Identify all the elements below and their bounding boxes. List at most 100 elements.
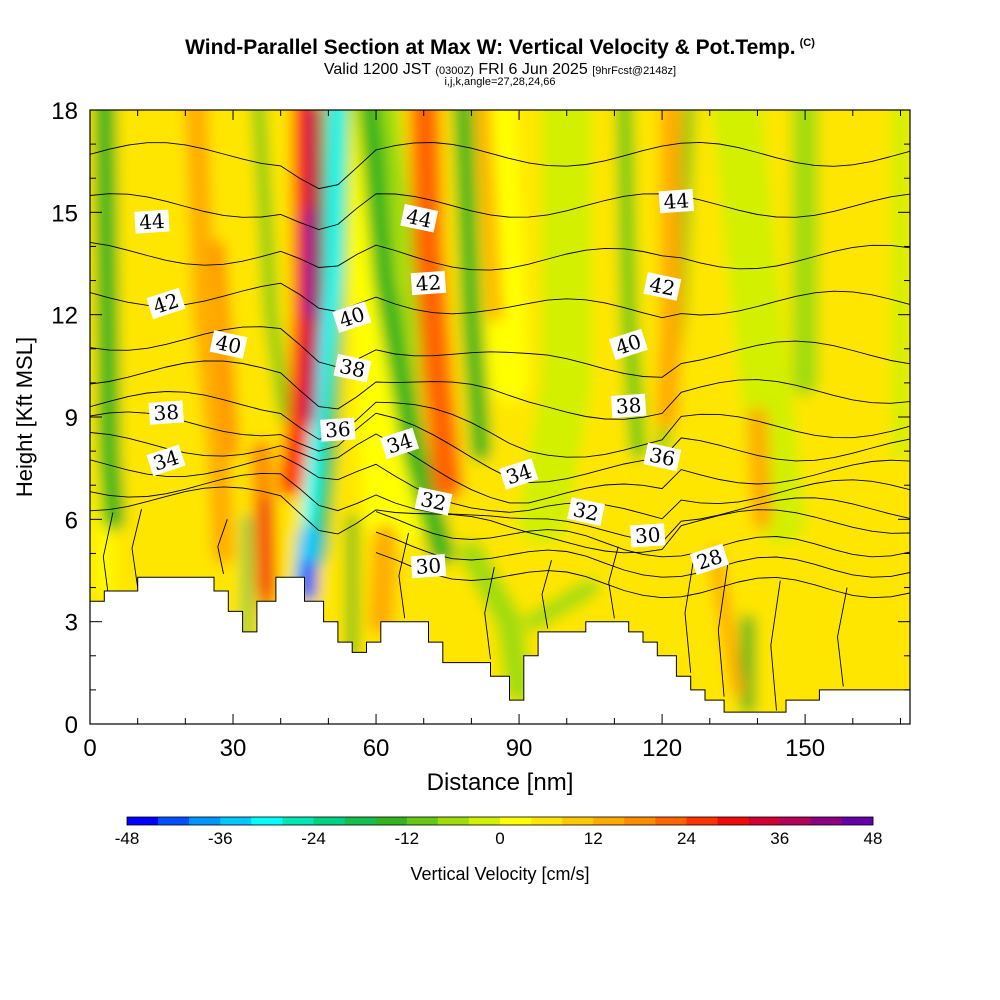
y-tick-label: 9 xyxy=(65,405,78,432)
colorbar-swatch xyxy=(406,817,439,825)
colorbar-swatch xyxy=(344,817,376,825)
svg-text:36: 36 xyxy=(324,417,351,443)
theta-contour-label: 42 xyxy=(643,272,682,301)
theta-contour-label: 36 xyxy=(320,417,356,443)
theta-contour-label: 44 xyxy=(134,209,170,235)
colorbar-tick-label: 48 xyxy=(864,829,883,848)
svg-text:30: 30 xyxy=(415,553,442,579)
theta-contour-line xyxy=(131,508,142,588)
valid-date: FRI 6 Jun 2025 xyxy=(478,61,588,78)
colorbar-tick-label: 36 xyxy=(770,829,789,848)
colorbar-swatch xyxy=(841,817,874,825)
colorbar-swatch xyxy=(500,817,532,825)
theta-contour-line xyxy=(90,326,910,378)
colorbar-swatch xyxy=(313,817,345,825)
colorbar-swatch xyxy=(593,817,625,825)
colorbar-swatch xyxy=(127,817,159,825)
x-tick-label: 60 xyxy=(363,735,390,762)
x-tick-label: 0 xyxy=(83,735,96,762)
colorbar-swatch xyxy=(686,817,718,825)
w-band xyxy=(711,110,807,545)
colorbar-swatch xyxy=(189,817,221,825)
svg-text:44: 44 xyxy=(138,209,165,235)
theta-contour-line xyxy=(375,552,910,599)
w-updraft xyxy=(409,110,463,501)
w-updraft xyxy=(747,407,773,530)
theta-contour-line xyxy=(375,511,910,558)
theta-contour-line xyxy=(608,546,619,619)
svg-text:44: 44 xyxy=(404,204,434,233)
y-tick-label: 0 xyxy=(65,712,78,739)
y-tick-label: 15 xyxy=(51,200,78,227)
theta-contour-label: 30 xyxy=(410,553,447,579)
theta-contour-line xyxy=(90,411,910,484)
w-band xyxy=(476,110,530,403)
valid-utc: (0300Z) xyxy=(435,65,474,77)
theta-contour-line xyxy=(90,241,910,271)
colorbar-swatch xyxy=(748,817,781,825)
colorbar-swatch xyxy=(655,817,687,825)
colorbar-swatch xyxy=(779,817,812,825)
y-tick-label: 3 xyxy=(65,610,78,637)
theta-contour-line xyxy=(217,519,228,574)
w-updraft xyxy=(302,110,322,424)
chart-title: Wind-Parallel Section at Max W: Vertical… xyxy=(0,36,1000,60)
theta-contour-label: 44 xyxy=(400,204,439,233)
theta-contour-label: 38 xyxy=(333,354,372,383)
colorbar-tick-label: -12 xyxy=(394,829,419,848)
chart-subtitle: Valid 1200 JST (0300Z) FRI 6 Jun 2025 [9… xyxy=(0,61,1000,79)
svg-text:30: 30 xyxy=(634,523,661,549)
colorbar-swatch xyxy=(375,817,408,825)
w-updraft xyxy=(655,110,683,428)
w-downdraft xyxy=(524,578,600,631)
x-tick-label: 90 xyxy=(506,735,533,762)
theta-contour-line xyxy=(90,360,910,420)
theta-contour-line xyxy=(375,531,910,578)
colorbar-swatch xyxy=(158,817,190,825)
theta-contour-label: 44 xyxy=(658,188,695,214)
theta-contour-line xyxy=(90,486,910,554)
colorbar-tick-label: -24 xyxy=(301,829,326,848)
w-downdraft xyxy=(302,110,345,527)
colorbar-swatch xyxy=(282,817,314,825)
colorbar-tick-label: 24 xyxy=(677,829,696,848)
w-band xyxy=(517,110,592,545)
w-downdraft xyxy=(453,110,491,462)
theta-contour-label: 40 xyxy=(209,330,248,359)
theta-contour-label: 42 xyxy=(410,270,447,296)
theta-contour-line xyxy=(90,455,910,520)
w-updraft xyxy=(707,546,746,697)
theta-contour-line xyxy=(684,553,695,673)
theta-contour-line xyxy=(90,472,910,543)
theta-contours xyxy=(90,141,910,711)
colorbar-swatch xyxy=(624,817,656,825)
w-downdraft xyxy=(93,110,125,531)
colorbar-swatch xyxy=(717,817,749,825)
x-axis-label: Distance [nm] xyxy=(427,769,574,796)
colorbar-swatch xyxy=(437,817,470,825)
svg-text:42: 42 xyxy=(415,270,442,296)
theta-contour-label: 38 xyxy=(148,400,184,425)
theta-contour-label: 30 xyxy=(630,523,666,549)
colorbar-swatch xyxy=(220,817,252,825)
theta-contour-line xyxy=(541,560,552,629)
colorbar-tick-label: 0 xyxy=(495,829,504,848)
theta-contour-line xyxy=(90,282,910,319)
theta-contour-label: 36 xyxy=(643,443,682,472)
svg-text:32: 32 xyxy=(571,497,601,526)
x-tick-label: 30 xyxy=(220,735,247,762)
x-tick-label: 120 xyxy=(642,735,682,762)
colorbar-swatch xyxy=(531,817,563,825)
theta-contour-line xyxy=(484,567,495,660)
colorbar-label: Vertical Velocity [cm/s] xyxy=(410,864,589,884)
y-axis-label: Height [Kft MSL] xyxy=(12,337,37,497)
grid-indices: i,j,k,angle=27,28,24,66 xyxy=(444,76,556,88)
w-updraft xyxy=(212,240,239,458)
svg-text:38: 38 xyxy=(337,354,367,383)
svg-text:36: 36 xyxy=(647,443,677,472)
svg-text:40: 40 xyxy=(214,330,244,359)
svg-text:42: 42 xyxy=(647,272,677,301)
theta-contour-line xyxy=(90,141,910,190)
